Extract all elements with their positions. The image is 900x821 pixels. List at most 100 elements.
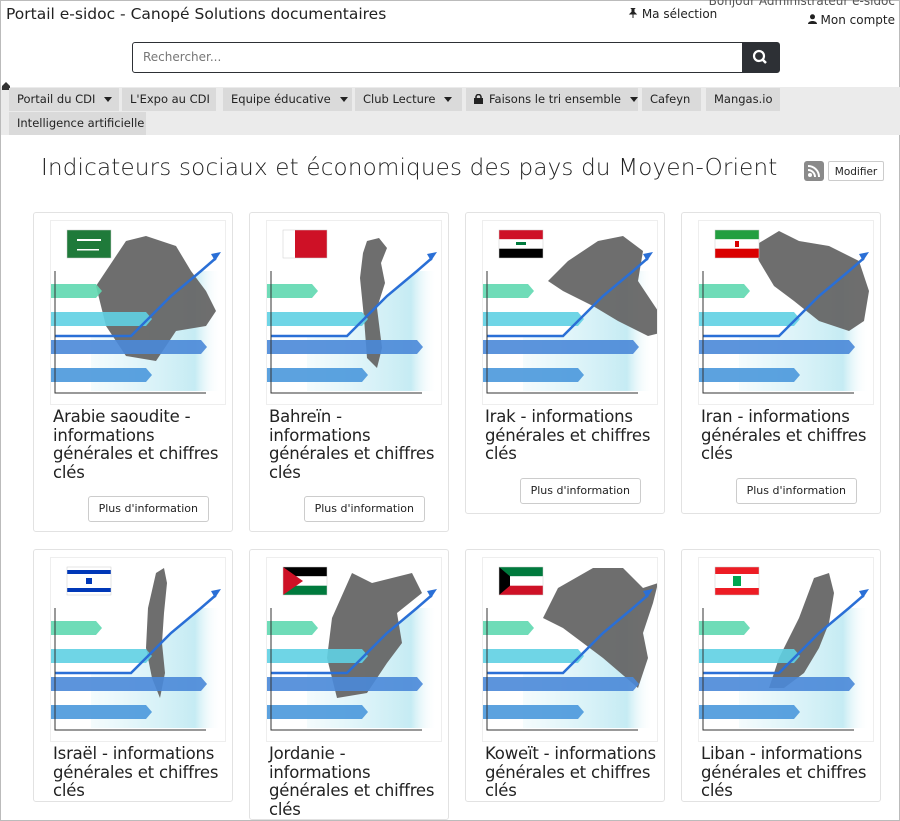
bar-arrow — [51, 621, 102, 635]
bar-arrow — [51, 312, 152, 326]
card-title[interactable]: Iran - informations générales et chiffre… — [701, 407, 867, 463]
flag-part — [283, 567, 327, 577]
lock-body — [474, 98, 483, 104]
search-button[interactable] — [742, 43, 779, 72]
nav-item[interactable]: Intelligence artificielle — [9, 112, 146, 135]
nav-label: Club Lecture — [363, 92, 436, 106]
flag-border — [66, 229, 112, 259]
greeting: Bonjour Administrateur e-sidoc — [708, 0, 895, 8]
flag-part — [735, 241, 739, 247]
card-title[interactable]: Jordanie - informations générales et chi… — [269, 744, 435, 819]
nav-item[interactable]: Mangas.io — [706, 88, 780, 111]
bar-arrow — [267, 368, 368, 382]
card: Jordanie - informations générales et chi… — [249, 549, 449, 820]
flag-part — [283, 585, 327, 595]
nav-item[interactable]: Portail du CDI — [9, 88, 119, 111]
search-placeholder: Rechercher... — [143, 50, 222, 64]
card: Bahreïn - informations générales et chif… — [249, 212, 449, 532]
flag-part — [499, 567, 510, 595]
trend-line — [271, 594, 433, 675]
card: Israël - informations générales et chiff… — [33, 549, 233, 802]
nav-label: Intelligence artificielle — [17, 116, 145, 130]
card-title[interactable]: Koweït - informations générales et chiff… — [485, 744, 656, 800]
flag-part — [715, 230, 759, 240]
bar-arrow — [51, 677, 207, 691]
page-title: Indicateurs sociaux et économiques des p… — [41, 155, 778, 181]
bar-arrow — [699, 368, 800, 382]
flag-part — [499, 230, 543, 240]
bar-arrow — [267, 340, 423, 354]
flag-part — [86, 578, 92, 584]
trend-arrowhead — [211, 252, 221, 261]
more-button[interactable]: Plus d'information — [735, 477, 857, 504]
trend-arrowhead — [211, 589, 221, 598]
flag-part — [499, 248, 543, 258]
card-title[interactable]: Bahreïn - informations générales et chif… — [269, 407, 435, 482]
more-button[interactable]: Plus d'information — [519, 477, 641, 504]
bar-arrow — [483, 649, 584, 663]
flag-part — [67, 230, 111, 258]
axes — [702, 608, 854, 731]
bar-arrow — [267, 705, 368, 719]
card-image — [266, 220, 442, 405]
bar-arrow — [51, 368, 152, 382]
card: Arabie saoudite - informations générales… — [33, 212, 233, 532]
axes — [270, 608, 422, 731]
trend-arrowhead — [859, 589, 869, 598]
card-title[interactable]: Irak - informations générales et chiffre… — [485, 407, 651, 463]
flag-border — [66, 566, 112, 596]
axes — [486, 608, 638, 731]
card-title[interactable]: Liban - informations générales et chiffr… — [701, 744, 867, 800]
flag-border — [714, 566, 760, 596]
nav-item[interactable]: Club Lecture — [355, 88, 462, 111]
nav-item[interactable]: Equipe éducative — [223, 88, 352, 111]
axes — [486, 271, 638, 394]
nav-label: Portail du CDI — [17, 92, 96, 106]
edit-button[interactable]: Modifier — [828, 161, 884, 181]
user-icon — [807, 14, 817, 24]
account-label: Mon compte — [820, 13, 895, 27]
bar-arrow — [267, 312, 368, 326]
card-image — [698, 557, 874, 742]
card-image — [698, 220, 874, 405]
card-image — [266, 557, 442, 742]
bar-arrow — [699, 677, 855, 691]
trend-arrowhead — [427, 589, 437, 598]
flag — [714, 229, 760, 259]
flag — [282, 566, 328, 596]
account-link[interactable]: Mon compte — [807, 13, 895, 27]
rss-icon[interactable] — [804, 161, 824, 181]
flag-part — [715, 567, 759, 574]
selection-link[interactable]: Ma sélection — [628, 7, 717, 21]
home-icon[interactable] — [1, 81, 11, 91]
more-button[interactable]: Plus d'information — [87, 496, 209, 522]
flag-part — [516, 242, 526, 245]
bar-arrow — [51, 340, 207, 354]
card-title[interactable]: Israël - informations générales et chiff… — [53, 744, 219, 800]
axes — [54, 608, 206, 731]
bar-arrow — [699, 705, 800, 719]
lock-icon — [474, 93, 483, 104]
bar-arrow — [267, 284, 318, 298]
trend-line — [703, 257, 865, 338]
nav-bar: Portail du CDI L'Expo au CDI Equipe éducat… — [1, 82, 900, 135]
search-box[interactable]: Rechercher... — [132, 42, 780, 73]
card-title[interactable]: Arabie saoudite - informations générales… — [53, 407, 219, 482]
nav-item[interactable]: L'Expo au CDI — [122, 88, 216, 111]
country-shape — [360, 238, 387, 368]
flag-border — [498, 229, 544, 259]
flag — [66, 566, 112, 596]
card: Liban - informations générales et chiffr… — [681, 549, 881, 802]
flag — [498, 229, 544, 259]
flag-part — [77, 239, 101, 241]
flag-part — [283, 230, 295, 258]
nav-item[interactable]: Faisons le tri ensemble — [466, 88, 638, 111]
bar-arrow — [51, 705, 152, 719]
country-shape — [548, 236, 657, 336]
nav-item[interactable]: Cafeyn — [642, 88, 701, 111]
axes — [54, 271, 206, 394]
site-title[interactable]: Portail e-sidoc - Canopé Solutions docum… — [6, 5, 387, 23]
more-button[interactable]: Plus d'information — [303, 496, 425, 522]
bar-arrow — [699, 621, 750, 635]
